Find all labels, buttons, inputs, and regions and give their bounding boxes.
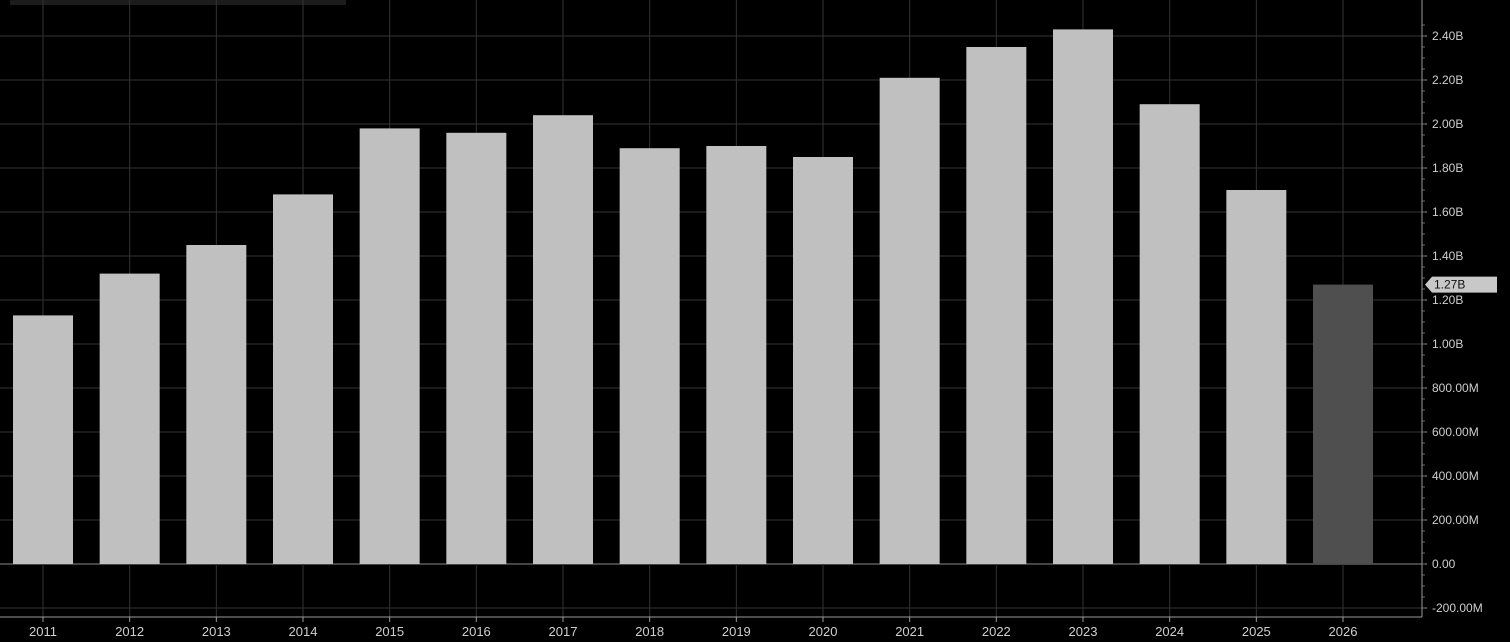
x-tick-label-2015: 2015 xyxy=(375,624,404,639)
x-tick-label-2025: 2025 xyxy=(1242,624,1271,639)
bar-2013 xyxy=(186,245,247,564)
bar-2012 xyxy=(99,273,160,564)
bar-2014 xyxy=(273,194,333,564)
x-tick-label-2024: 2024 xyxy=(1155,624,1184,639)
chart-header-strip xyxy=(10,0,346,5)
bar-2017 xyxy=(533,115,593,564)
x-tick-label-2013: 2013 xyxy=(202,624,231,639)
y-tick-label: 1.80B xyxy=(1432,161,1463,175)
y-tick-label: 2.20B xyxy=(1432,73,1463,87)
y-tick-label: 1.20B xyxy=(1432,293,1463,307)
y-tick-label: 1.40B xyxy=(1432,249,1463,263)
y-tick-label: 1.60B xyxy=(1432,205,1463,219)
last-value-marker: 1.27B xyxy=(1425,276,1497,293)
x-tick-label-2016: 2016 xyxy=(462,624,491,639)
x-tick-label-2018: 2018 xyxy=(635,624,664,639)
y-tick-label: 600.00M xyxy=(1432,425,1479,439)
bar-2024 xyxy=(1139,104,1200,564)
x-tick-label-2026: 2026 xyxy=(1329,624,1358,639)
x-axis-tick-labels: 2011 2012 2013 2014 2015 2016 2017 2018 2019 2020… xyxy=(29,624,1357,639)
x-tick-label-2021: 2021 xyxy=(895,624,924,639)
x-tick-label-2019: 2019 xyxy=(722,624,751,639)
y-axis-tick-labels: -200.00M 0.00 200.00M 400.00M 600.00M 800.00M… xyxy=(1432,29,1483,615)
bar-2020 xyxy=(793,157,853,564)
bar-2026 xyxy=(1313,284,1373,564)
y-tick-label: 1.00B xyxy=(1432,337,1463,351)
y-tick-label: 800.00M xyxy=(1432,381,1479,395)
y-tick-label: 0.00 xyxy=(1432,557,1456,571)
bar-2022 xyxy=(966,47,1027,564)
bar-2023 xyxy=(1053,29,1113,564)
y-tick-label: 400.00M xyxy=(1432,469,1479,483)
bar-2016 xyxy=(446,132,507,565)
bar-2021 xyxy=(879,77,940,565)
last-value-marker-shape xyxy=(1425,276,1497,293)
y-tick-label: 2.00B xyxy=(1432,117,1463,131)
bar-2015 xyxy=(359,128,420,564)
x-tick-label-2017: 2017 xyxy=(549,624,578,639)
x-tick-label-2011: 2011 xyxy=(29,624,57,639)
y-tick-label: 200.00M xyxy=(1432,513,1479,527)
bar-2011 xyxy=(13,315,73,564)
x-tick-label-2023: 2023 xyxy=(1069,624,1098,639)
x-tick-label-2012: 2012 xyxy=(115,624,144,639)
x-tick-label-2022: 2022 xyxy=(982,624,1011,639)
x-tick-label-2014: 2014 xyxy=(289,624,318,639)
axes xyxy=(0,0,1427,622)
y-tick-label: 2.40B xyxy=(1432,29,1463,43)
x-tick-label-2020: 2020 xyxy=(809,624,838,639)
y-tick-label: -200.00M xyxy=(1432,601,1483,615)
bar-2025 xyxy=(1226,190,1287,564)
bar-2019 xyxy=(706,146,767,564)
last-value-marker-label: 1.27B xyxy=(1434,278,1465,292)
bars xyxy=(13,29,1373,565)
bar-2018 xyxy=(619,148,680,564)
